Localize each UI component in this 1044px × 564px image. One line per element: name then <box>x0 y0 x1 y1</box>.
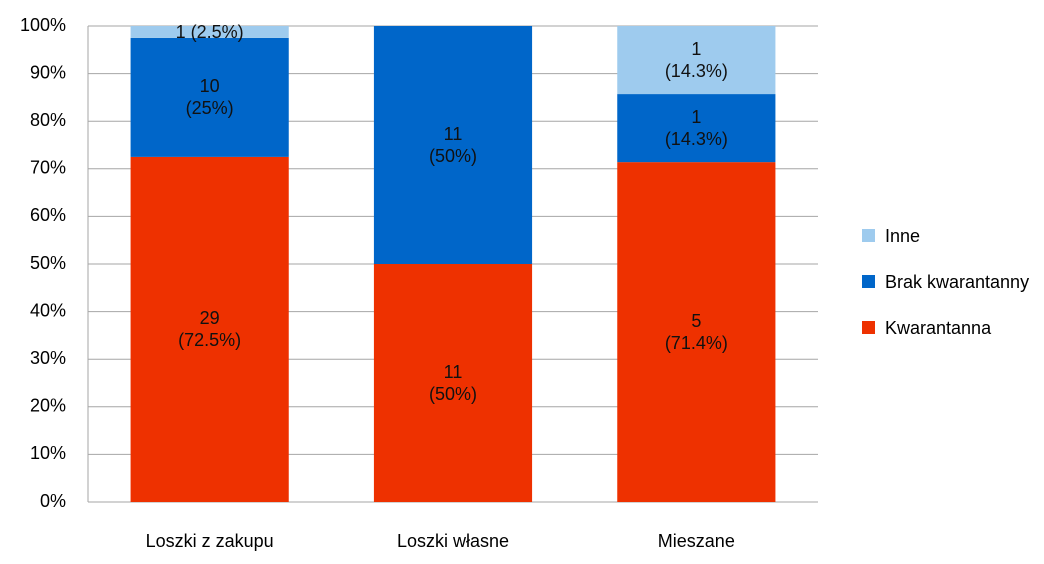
bar-segment <box>617 26 776 95</box>
y-tick-label: 80% <box>30 110 66 130</box>
value-label: 1 (2.5%) <box>175 21 244 42</box>
y-tick-label: 70% <box>30 158 66 178</box>
y-tick-label: 30% <box>30 348 66 368</box>
y-tick-label: 50% <box>30 253 66 273</box>
y-tick-label: 100% <box>20 15 66 35</box>
legend-swatch <box>862 229 875 242</box>
y-tick-label: 90% <box>30 62 66 82</box>
x-tick-label: Mieszane <box>658 531 735 551</box>
value-label: 1 (14.3%) <box>664 107 728 150</box>
y-tick-label: 40% <box>30 300 66 320</box>
value-label: 29 (72.5%) <box>178 308 242 351</box>
value-label: 11 (50%) <box>428 362 478 404</box>
bar-segment <box>617 94 776 163</box>
x-tick-label: Loszki własne <box>397 531 509 551</box>
y-tick-label: 20% <box>30 396 66 416</box>
value-label: 5 (71.4%) <box>664 311 728 354</box>
value-label: 1 (14.3%) <box>664 39 728 82</box>
bar-segment <box>617 162 776 503</box>
legend-label: Kwarantanna <box>885 318 992 338</box>
value-label: 10 (25%) <box>185 76 234 119</box>
bar-segment <box>373 26 533 264</box>
legend-swatch <box>862 275 875 288</box>
bar-segment <box>130 26 289 38</box>
value-label: 11 (50%) <box>428 124 478 166</box>
bar-segment <box>130 156 289 502</box>
y-tick-label: 10% <box>30 443 66 463</box>
y-tick-label: 60% <box>30 205 66 225</box>
x-tick-label: Loszki z zakupu <box>146 531 274 551</box>
bar-segment <box>373 264 533 502</box>
y-tick-label: 0% <box>40 491 66 511</box>
legend-label: Brak kwarantanny <box>885 272 1029 292</box>
legend-swatch <box>862 321 875 334</box>
legend-label: Inne <box>885 226 920 246</box>
bar-segment <box>130 37 289 157</box>
